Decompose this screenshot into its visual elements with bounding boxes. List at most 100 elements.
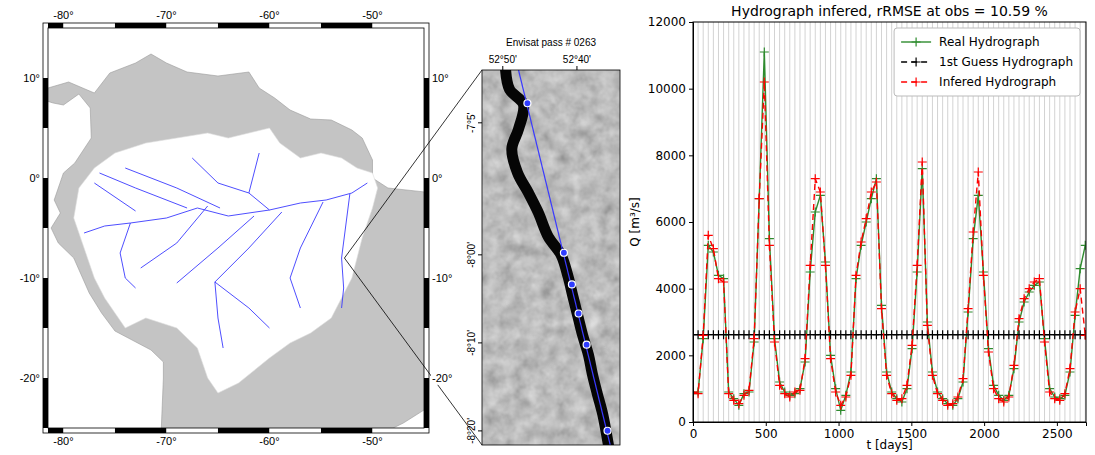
map-y-tick-label: -10° bbox=[432, 272, 452, 284]
virtual-station bbox=[560, 249, 567, 256]
series-marker bbox=[811, 208, 820, 217]
river bbox=[84, 223, 130, 233]
grid-line bbox=[789, 22, 790, 422]
series-marker bbox=[1025, 284, 1034, 293]
frame-band bbox=[424, 28, 429, 78]
series-marker bbox=[867, 188, 876, 197]
inset-y-tick-label: -8°20' bbox=[466, 418, 477, 444]
y-tick-label: 0 bbox=[678, 415, 686, 429]
grid-line bbox=[820, 22, 821, 422]
series-marker bbox=[984, 348, 993, 357]
x-tick-label: 1000 bbox=[824, 427, 855, 441]
inset-x-tick bbox=[576, 66, 577, 70]
map-frame-inner bbox=[48, 28, 424, 428]
basin bbox=[74, 128, 378, 393]
frame-band bbox=[43, 278, 48, 328]
series-marker bbox=[897, 394, 906, 403]
satellite-track bbox=[519, 70, 611, 445]
series-marker bbox=[913, 261, 922, 270]
frame-band bbox=[43, 78, 48, 128]
series-marker bbox=[750, 334, 759, 343]
y-tick: 4000 bbox=[655, 282, 693, 296]
y-tick-label: 6000 bbox=[655, 215, 686, 229]
map-frame-outer bbox=[43, 23, 429, 433]
grid-line bbox=[774, 22, 775, 422]
y-tick-mark bbox=[689, 89, 693, 90]
series-marker bbox=[887, 389, 896, 398]
frame-band bbox=[166, 23, 218, 28]
series-marker bbox=[699, 331, 708, 340]
river bbox=[290, 202, 323, 308]
series-marker bbox=[755, 194, 764, 203]
frame-band bbox=[424, 78, 429, 128]
legend-box bbox=[894, 28, 1080, 96]
map-y-tick-label: 0° bbox=[432, 172, 443, 184]
series-marker bbox=[989, 384, 998, 393]
y-tick-mark bbox=[689, 422, 693, 423]
grid-line bbox=[840, 22, 841, 422]
series-marker bbox=[1060, 389, 1069, 398]
inset-panel: 52°50'52°40'-7°5'-8°00'-8°10'-8°20'Envis… bbox=[466, 37, 620, 445]
chart: 0500100015002000250002000400060008000100… bbox=[628, 3, 1090, 452]
series-marker bbox=[755, 194, 764, 203]
zoom-line bbox=[344, 70, 482, 258]
series-marker bbox=[734, 399, 743, 408]
grid-line bbox=[856, 22, 857, 422]
series-marker bbox=[841, 393, 850, 402]
frame-band bbox=[372, 23, 424, 28]
y-tick: 8000 bbox=[655, 149, 693, 163]
y-axis: 020004000600080001000012000 bbox=[648, 15, 694, 429]
legend-label: 1st Guess Hydrograph bbox=[939, 55, 1073, 69]
grid-line bbox=[738, 22, 739, 422]
frame-band bbox=[43, 28, 48, 78]
frame-band bbox=[424, 178, 429, 228]
series-marker bbox=[745, 386, 754, 395]
frame-band bbox=[424, 278, 429, 328]
grid-line bbox=[871, 22, 872, 422]
frame-band bbox=[424, 128, 429, 178]
series-marker bbox=[704, 231, 713, 240]
virtual-station bbox=[524, 100, 531, 107]
y-tick: 2000 bbox=[655, 349, 693, 363]
grid-line bbox=[810, 22, 811, 422]
series-marker bbox=[857, 238, 866, 247]
frame-band bbox=[43, 128, 48, 178]
series-marker bbox=[979, 271, 988, 280]
river-channel bbox=[506, 70, 609, 445]
y-tick-mark bbox=[689, 22, 693, 23]
inset-y-tick bbox=[478, 342, 482, 343]
series-marker bbox=[1081, 330, 1086, 339]
series-layer bbox=[693, 48, 1086, 415]
series-marker bbox=[1009, 361, 1018, 370]
label-patch bbox=[431, 71, 450, 85]
series-marker bbox=[999, 398, 1008, 407]
inset-y-tick-label: -7°5' bbox=[466, 113, 477, 133]
river bbox=[100, 173, 188, 208]
series-marker bbox=[933, 389, 942, 398]
river bbox=[249, 153, 259, 193]
map-x-tick-label: -50° bbox=[362, 9, 382, 21]
inset-y-tick-label: -8°10' bbox=[466, 330, 477, 356]
legend-item: Real Hydrograph bbox=[901, 35, 1040, 49]
x-axis-title: t [days] bbox=[866, 438, 912, 452]
map-y-tick-label: 10° bbox=[432, 72, 449, 84]
y-tick-label: 8000 bbox=[655, 149, 686, 163]
series-marker bbox=[1040, 338, 1049, 347]
y-tick-mark bbox=[689, 355, 693, 356]
chart-title: Hydrograph infered, rRMSE at obs = 10.59… bbox=[731, 3, 1048, 19]
grid-line bbox=[845, 22, 846, 422]
y-tick-label: 2000 bbox=[655, 349, 686, 363]
frame-band bbox=[63, 428, 115, 433]
series-marker bbox=[1020, 294, 1029, 303]
grid-line bbox=[718, 22, 719, 422]
grid-line bbox=[794, 22, 795, 422]
x-tick-mark bbox=[766, 422, 767, 426]
series-marker bbox=[760, 78, 769, 87]
series-marker bbox=[831, 388, 840, 397]
series-marker bbox=[1081, 241, 1086, 250]
series-marker bbox=[974, 168, 983, 177]
series-marker bbox=[709, 244, 718, 253]
series-marker bbox=[953, 393, 962, 402]
series-marker bbox=[948, 399, 957, 408]
map-y-tick-label: 0° bbox=[29, 172, 40, 184]
